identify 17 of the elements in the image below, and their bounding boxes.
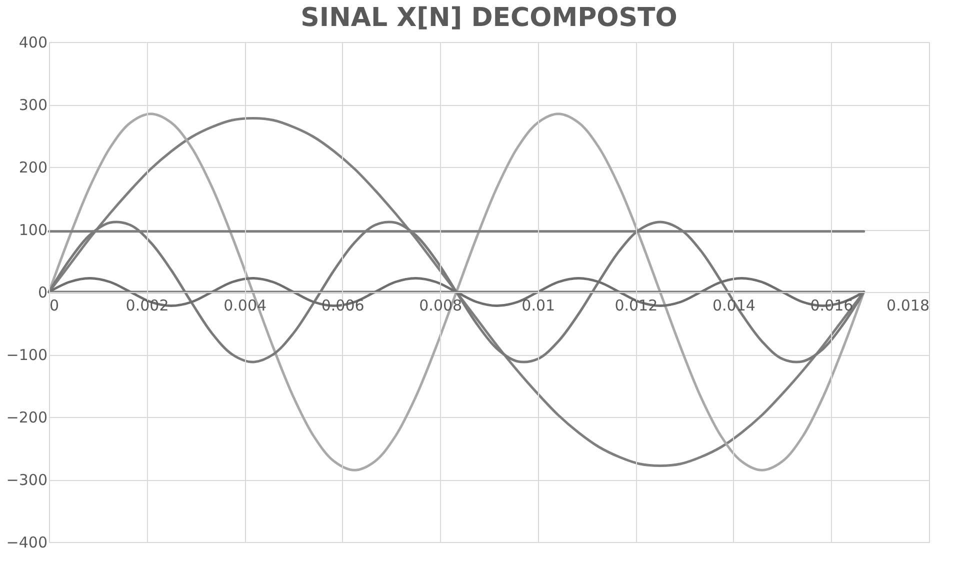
y-tick-label: 400 bbox=[18, 34, 48, 52]
x-tick-label: 0.01 bbox=[522, 296, 556, 314]
x-tick-label: 0.002 bbox=[126, 296, 169, 314]
y-tick-label: 200 bbox=[18, 158, 48, 176]
x-tick-label: 0.008 bbox=[419, 296, 462, 314]
y-tick-label: 100 bbox=[18, 221, 48, 239]
y-tick-label: −300 bbox=[6, 471, 48, 489]
x-tick-label: 0.004 bbox=[224, 296, 267, 314]
x-tick-label: 0.012 bbox=[614, 296, 658, 314]
chart-title: SINAL X[N] DECOMPOSTO bbox=[300, 3, 678, 33]
y-tick-label: 0 bbox=[38, 284, 48, 302]
y-tick-label: 300 bbox=[18, 96, 48, 114]
y-tick-label: −200 bbox=[6, 408, 48, 426]
y-tick-label: −400 bbox=[6, 534, 48, 552]
x-tick-label: 0.018 bbox=[886, 296, 930, 314]
x-tick-label: 0 bbox=[50, 296, 60, 314]
y-tick-label: −100 bbox=[6, 346, 48, 364]
